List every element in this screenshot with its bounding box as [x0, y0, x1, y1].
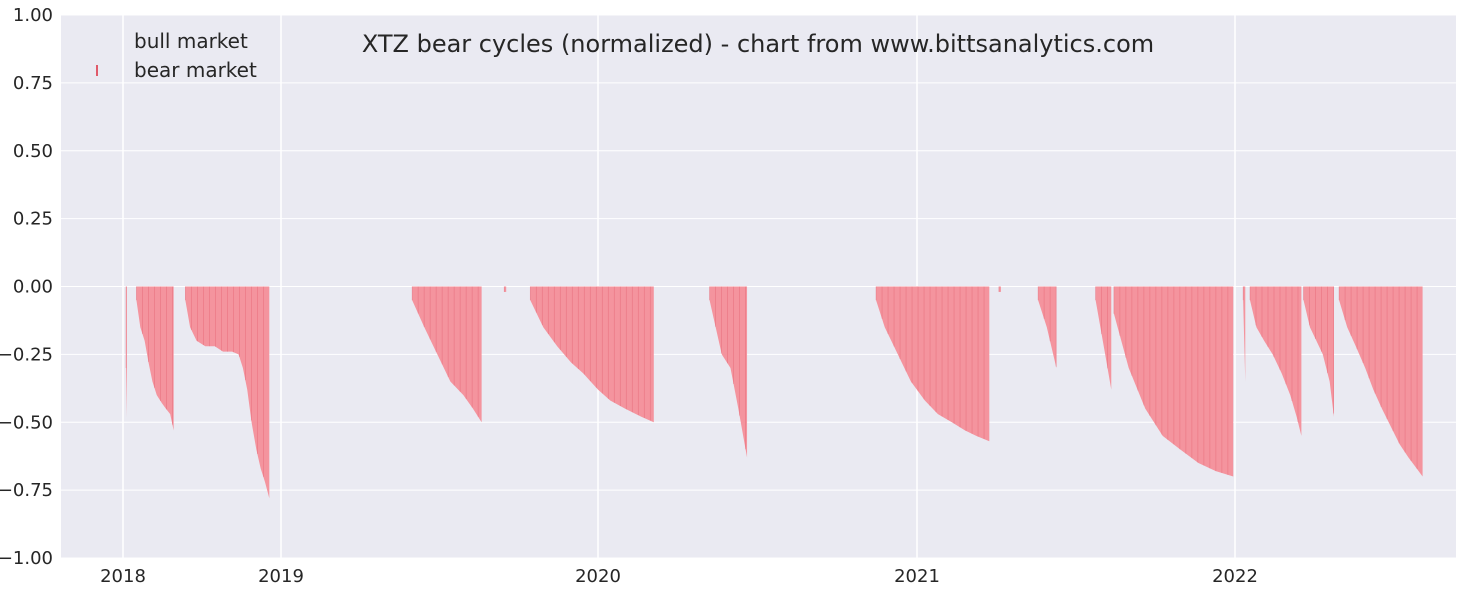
y-tick-label: −1.00: [0, 548, 53, 569]
y-tick-label: −0.50: [0, 412, 53, 433]
bear-market-bar-area: [876, 286, 990, 442]
y-tick-labels: 1.00 0.75 0.50 0.25 0.00 −0.25 −0.50 −0.75 −1.00: [0, 5, 53, 569]
x-tick-label: 2018: [100, 566, 146, 587]
legend-swatch-bear-market: [96, 65, 98, 76]
y-tick-label: 0.25: [13, 209, 53, 230]
x-tick-label: 2021: [894, 566, 940, 587]
bear-market-bar-area: [504, 286, 507, 292]
legend: bull market bear market: [96, 29, 257, 82]
x-tick-label: 2020: [575, 566, 621, 587]
bear-market-bar-area: [530, 286, 654, 423]
x-tick-label: 2019: [258, 566, 304, 587]
x-tick-labels: 2018 2019 2020 2021 2022: [100, 566, 1258, 587]
chart-title: XTZ bear cycles (normalized) - chart fro…: [362, 30, 1154, 58]
y-tick-label: 0.75: [13, 73, 53, 94]
bear-market-bar-area: [998, 286, 1001, 292]
y-tick-label: 0.50: [13, 141, 53, 162]
legend-label-bull-market: bull market: [134, 29, 248, 53]
x-tick-label: 2022: [1212, 566, 1258, 587]
y-tick-label: 0.00: [13, 277, 53, 298]
y-tick-label: −0.75: [0, 480, 53, 501]
bear-market-bar-area: [185, 286, 270, 499]
bear-market-bar-area: [136, 286, 174, 431]
grid: [61, 14, 1456, 559]
bear-market-bar-area: [1249, 286, 1302, 436]
bear-market-bar-area: [709, 286, 748, 458]
legend-label-bear-market: bear market: [134, 58, 257, 82]
bear-bars: [125, 286, 1423, 499]
y-tick-label: 1.00: [13, 5, 53, 26]
bear-market-bar-area: [1038, 286, 1057, 368]
bear-market-bar-area: [1243, 286, 1246, 382]
bear-market-bar-area: [1303, 286, 1334, 417]
y-tick-label: −0.25: [0, 344, 53, 365]
bear-market-bar-area: [412, 286, 482, 423]
